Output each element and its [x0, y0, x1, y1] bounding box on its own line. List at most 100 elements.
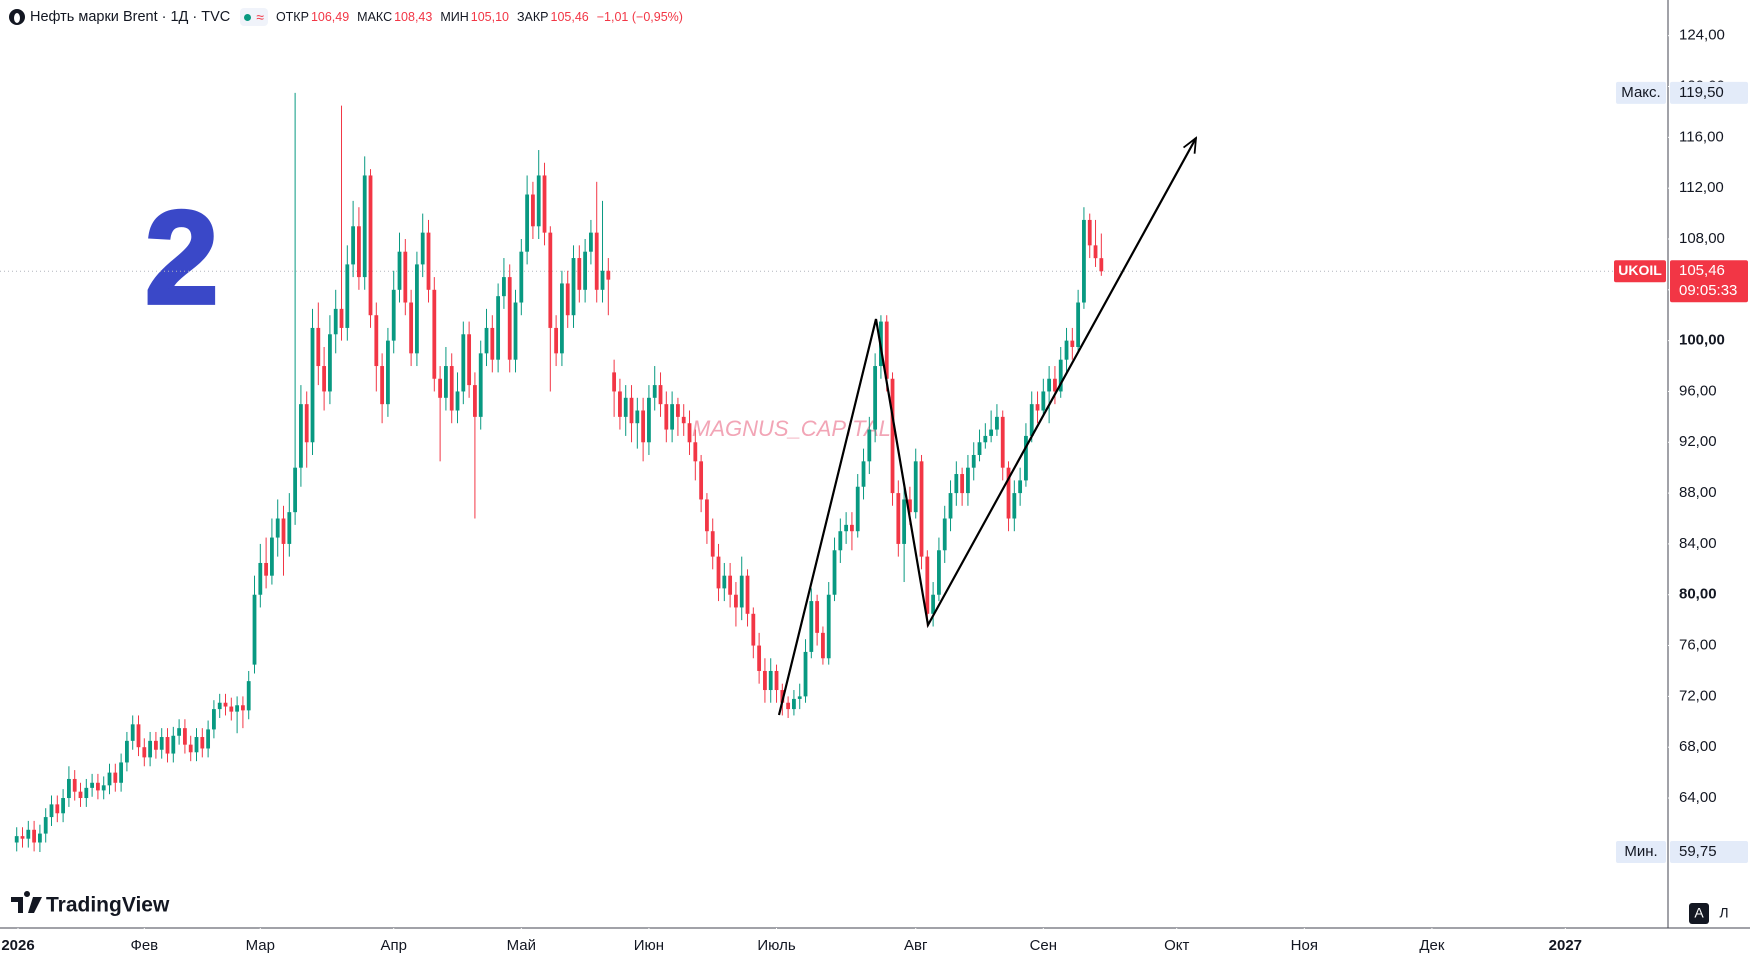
max-label-bg	[1616, 81, 1666, 104]
candle-body	[594, 232, 599, 290]
candle-body	[722, 575, 727, 589]
candle-body	[183, 728, 187, 745]
candle-body	[403, 251, 408, 303]
candle-body	[710, 531, 715, 557]
candle-body	[989, 429, 994, 436]
candle-body	[328, 334, 332, 392]
candle-body	[670, 404, 675, 430]
min-value-bg	[1670, 841, 1748, 864]
candle-body	[142, 747, 147, 758]
wave-label: 2	[145, 184, 218, 331]
candle-body	[931, 594, 936, 614]
logo-text: TradingView	[46, 894, 170, 917]
x-tick-label: 2027	[1549, 937, 1582, 954]
candle-body	[780, 690, 785, 703]
candle-body	[171, 735, 176, 754]
candle-body	[635, 410, 640, 424]
candle-body	[264, 562, 269, 576]
candle-body	[1053, 378, 1057, 392]
candle-body	[113, 772, 118, 783]
symbol-label-bg	[1614, 260, 1666, 283]
candle-body	[125, 740, 129, 763]
candle-body	[797, 696, 802, 699]
logo-mark	[11, 890, 42, 913]
candle-body	[803, 651, 808, 697]
legend-value: 105,46	[550, 10, 589, 24]
candle-body	[322, 366, 327, 392]
watermark: MAGNUS_CAPITAL	[692, 416, 891, 441]
candle-body	[362, 175, 367, 278]
candle-body	[478, 353, 483, 417]
candle-body	[612, 372, 617, 392]
candle-body	[734, 594, 738, 608]
candle-body	[937, 550, 941, 595]
last-price-label: 105,46	[1679, 262, 1725, 279]
candle-body	[235, 705, 240, 712]
time-axis-bg	[0, 928, 1750, 960]
candle-body	[333, 308, 338, 335]
button-bg	[1689, 903, 1709, 924]
candle-body	[426, 232, 431, 290]
button[interactable]: A	[1694, 905, 1704, 921]
candle-body	[942, 518, 947, 551]
candle-body	[1087, 219, 1092, 246]
candle-body	[844, 524, 849, 532]
candle-body	[629, 397, 634, 424]
x-tick-label: Май	[507, 937, 536, 954]
candle-body	[49, 804, 54, 818]
candle-body	[676, 404, 680, 417]
y-tick-label: 64,00	[1679, 789, 1717, 806]
candle-body	[658, 385, 663, 405]
candle-body	[890, 378, 895, 494]
candle-body	[61, 798, 66, 814]
candle-body	[154, 740, 158, 750]
candle-body	[90, 782, 95, 788]
candle-body	[432, 289, 437, 379]
candle-body	[542, 175, 547, 233]
button[interactable]: Л	[1719, 905, 1728, 921]
y-tick-label: 80,00	[1679, 586, 1717, 603]
change: −1,01 (−0,95%)	[596, 10, 683, 24]
y-tick-label: 124,00	[1679, 27, 1725, 44]
y-tick-label: 88,00	[1679, 484, 1717, 501]
candle-body	[507, 277, 512, 360]
candle-body	[693, 442, 698, 462]
candle-body	[873, 366, 878, 430]
y-tick-label: 76,00	[1679, 637, 1717, 654]
candle-body	[386, 340, 390, 405]
legend-label: МАКС	[357, 10, 393, 24]
candle-body	[177, 728, 182, 736]
candle-body	[275, 518, 280, 538]
candles	[14, 92, 1104, 853]
symbol-label: UKOIL	[1618, 262, 1662, 278]
last-price-bg	[1670, 260, 1748, 303]
candle-body	[38, 833, 42, 843]
candle-body	[948, 493, 953, 519]
candle-body	[84, 787, 89, 799]
candle-body	[287, 512, 292, 544]
candle-body	[130, 724, 135, 741]
candle-body	[455, 391, 460, 411]
candle-body	[519, 251, 524, 303]
candle-body	[67, 778, 71, 799]
candle-body	[571, 258, 576, 316]
candle-body	[55, 804, 60, 814]
candle-body	[415, 264, 419, 354]
candle-body	[954, 474, 959, 494]
candle-body	[304, 404, 309, 443]
symbol-title: Нефть марки Brent · 1Д · TVC	[30, 9, 231, 25]
candle-body	[101, 785, 106, 791]
candle-body	[583, 251, 588, 290]
candle-body	[623, 397, 628, 417]
y-tick-label: 96,00	[1679, 382, 1717, 399]
candle-body	[357, 226, 361, 278]
x-tick-label: Апр	[380, 937, 406, 954]
y-tick-label: 108,00	[1679, 230, 1725, 247]
x-tick-label: Июн	[634, 937, 664, 954]
candle-body	[832, 550, 837, 595]
candle-body	[652, 385, 657, 398]
candle-body	[867, 429, 872, 462]
candle-body	[577, 258, 582, 290]
y-tick-label: 112,00	[1679, 179, 1724, 196]
